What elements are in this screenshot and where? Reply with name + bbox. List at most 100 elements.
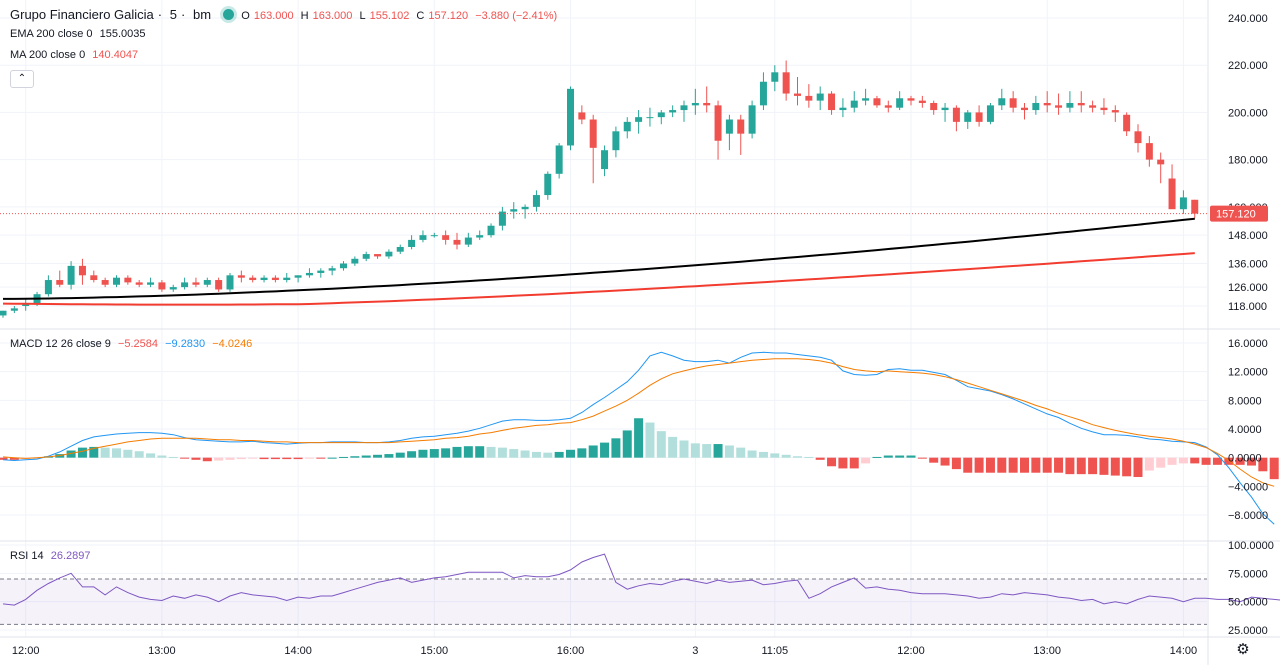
chevron-up-icon: ⌃ <box>17 73 27 84</box>
macd-hist-bar <box>293 457 303 460</box>
close-label: C <box>416 10 425 22</box>
macd-hist-bar <box>112 448 121 458</box>
candle-body <box>635 117 643 122</box>
symbol-name[interactable]: Grupo Financiero Galicia <box>10 7 154 22</box>
macd-hist-bar <box>350 456 360 458</box>
candle-body <box>680 105 688 111</box>
macd-hist-bar <box>588 445 598 458</box>
candle-body <box>567 88 574 146</box>
macd-hist-bar <box>1042 457 1052 473</box>
high-value: 163.000 <box>312 10 353 22</box>
macd-hist-bar <box>940 457 950 466</box>
macd-hist-bar <box>316 457 326 459</box>
gear-icon[interactable]: ⚙ <box>1236 641 1250 658</box>
time-tick-label: 11:05 <box>761 645 788 657</box>
candle-body <box>1191 199 1199 214</box>
candle-body <box>78 265 86 276</box>
macd-hist-bar <box>1258 457 1268 472</box>
ma-legend[interactable]: MA 200 close 0 140.4047 <box>10 49 142 61</box>
ema-200-line <box>3 217 1195 300</box>
candle-body <box>305 272 313 276</box>
macd-hist-bar <box>77 447 87 458</box>
candle-body <box>56 280 64 285</box>
main-legend: Grupo Financiero Galicia · 5 · bm O 163.000… <box>10 7 558 22</box>
axis-tick-label: 8.0000 <box>1228 395 1262 407</box>
candle-body <box>226 275 234 290</box>
candle-body <box>294 275 302 278</box>
macd-signal-value: −4.0246 <box>212 338 253 350</box>
low-value: 155.102 <box>369 10 410 22</box>
candle-body <box>1123 114 1131 132</box>
candle-body <box>215 280 223 290</box>
last-price-tag <box>1210 205 1268 222</box>
candle-body <box>124 277 132 283</box>
macd-legend[interactable]: MACD 12 26 close 9 −5.2584 −9.2830 −4.02… <box>10 338 256 350</box>
macd-hist-bar <box>259 457 269 460</box>
time-tick-label: 16:00 <box>557 645 585 657</box>
candle-body <box>1145 143 1153 160</box>
macd-hist-bar <box>963 457 973 473</box>
macd-hist-bar <box>883 455 893 458</box>
candle-body <box>578 112 586 120</box>
open-label: O <box>241 10 250 22</box>
macd-hist-bar <box>747 450 757 458</box>
macd-hist-bar <box>554 451 564 458</box>
candle-body <box>260 277 268 281</box>
macd-hist-bar <box>815 457 825 460</box>
macd-hist-bar <box>1088 457 1098 475</box>
market-status-icon <box>222 9 234 20</box>
candle-body <box>476 235 484 238</box>
macd-hist-bar <box>736 447 746 458</box>
candle-body <box>623 121 631 132</box>
candle-body <box>249 277 257 281</box>
candle-body <box>408 239 416 247</box>
candle-body <box>1168 178 1176 210</box>
candle-body <box>862 98 870 101</box>
collapse-legend-button[interactable]: ⌃ <box>10 70 34 88</box>
macd-hist-bar <box>531 451 541 458</box>
candle-body <box>203 280 211 285</box>
macd-hist-bar <box>543 452 553 458</box>
macd-hist-bar <box>191 457 201 460</box>
candle-body <box>1009 98 1017 108</box>
macd-hist-bar <box>486 446 496 458</box>
macd-hist-bar <box>827 457 837 467</box>
candle-body <box>1111 110 1119 113</box>
macd-label: MACD 12 26 close 9 <box>10 338 111 350</box>
candle-body <box>1066 102 1074 108</box>
candle-body <box>975 112 983 122</box>
macd-hist-bar <box>66 450 76 458</box>
macd-hist-bar <box>917 457 927 459</box>
macd-hist-bar <box>361 455 371 458</box>
ma-200-line <box>2 252 1195 306</box>
ema-legend[interactable]: EMA 200 close 0 155.0035 <box>10 28 150 40</box>
macd-signal-line <box>2 358 1275 487</box>
interval[interactable]: 5 <box>169 7 177 22</box>
rsi-legend[interactable]: RSI 14 26.2897 <box>10 550 94 562</box>
macd-hist-bar <box>985 457 995 473</box>
candle-body <box>1100 107 1108 111</box>
axis-tick-label: 75.0000 <box>1228 568 1268 580</box>
price-axis[interactable]: 240.000220.000200.000180.000160.000148.0… <box>1210 13 1274 637</box>
macd-hist-bar <box>407 451 417 458</box>
macd-hist-bar <box>702 444 712 458</box>
candle-body <box>158 282 166 290</box>
rsi-line-group <box>2 553 1280 606</box>
time-tick-label: 12:00 <box>897 645 925 657</box>
candle-body <box>147 282 155 285</box>
macd-hist-bar <box>634 418 644 458</box>
macd-hist-bar <box>463 446 473 458</box>
macd-hist-bar <box>373 454 383 458</box>
time-tick-label: 14:00 <box>1170 645 1198 657</box>
rsi-band <box>0 578 1207 625</box>
axis-tick-label: 4.0000 <box>1228 424 1262 436</box>
time-axis[interactable]: 12:00 13:00 14:00 15:00 16:00 3 11:05 12:00 13:0… <box>12 645 1197 657</box>
macd-hist-bar <box>1076 457 1086 475</box>
candle-body <box>396 246 404 252</box>
candle-body <box>271 277 279 281</box>
candle-body <box>44 280 52 295</box>
exchange: bm <box>192 7 212 22</box>
macd-hist-bar <box>758 451 768 458</box>
macd-hist-bar <box>100 447 110 458</box>
